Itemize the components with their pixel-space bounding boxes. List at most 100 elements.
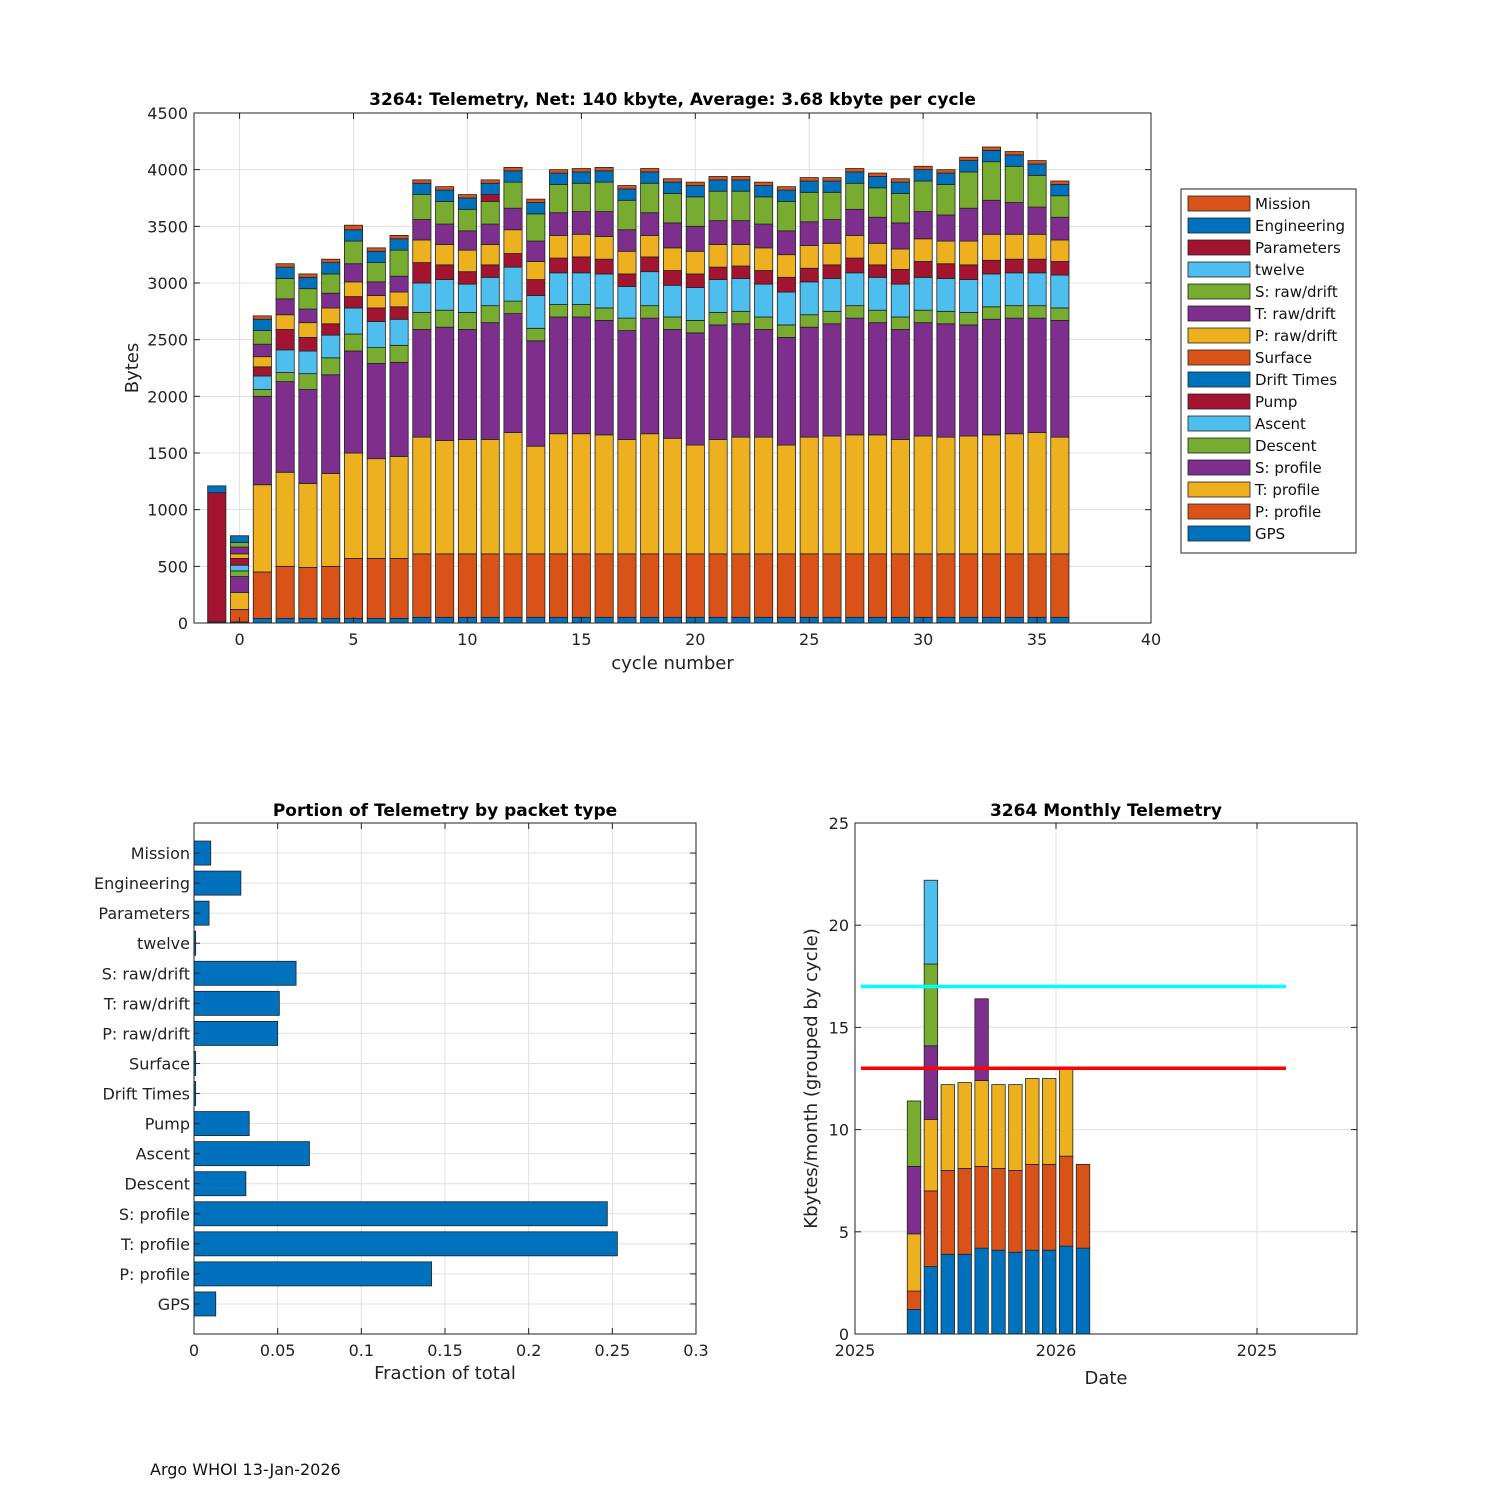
bar-segment (868, 176, 888, 189)
bar-segment (435, 244, 455, 266)
bar-segment (549, 234, 569, 259)
bar-segment (936, 183, 956, 216)
bar-segment (1004, 151, 1024, 156)
bar-segment (594, 211, 614, 237)
bar-segment (708, 244, 728, 268)
bar-segment (845, 257, 865, 274)
bar-segment (708, 616, 728, 624)
bar-segment (252, 375, 272, 390)
bar-segment (640, 433, 660, 555)
x-axis-label: Fraction of total (374, 1363, 516, 1384)
y-tick-label: 2500 (147, 331, 188, 350)
bar-segment (480, 305, 500, 324)
chart-title: 3264 Monthly Telemetry (990, 801, 1222, 821)
bar-segment (1004, 165, 1024, 203)
bar-segment (366, 281, 386, 296)
bar-segment (1050, 216, 1070, 241)
bar-segment (776, 276, 796, 293)
bar-segment (776, 200, 796, 232)
bar-segment (526, 445, 546, 555)
bar-segment (457, 312, 477, 330)
bar-segment (913, 180, 933, 213)
bar-segment (343, 307, 364, 335)
bar-segment (412, 553, 432, 618)
bar-segment (731, 553, 751, 618)
bar-segment (275, 298, 295, 316)
bar-segment (959, 156, 979, 161)
bar-segment (571, 553, 591, 618)
bar-segment (981, 149, 1002, 163)
bar-segment (890, 316, 910, 330)
bar-segment (868, 322, 888, 436)
month-bar-segment (906, 1309, 922, 1335)
bar-segment (708, 438, 728, 555)
bar-segment (959, 207, 979, 242)
bar-segment (503, 266, 523, 302)
bar-segment (503, 253, 523, 268)
month-bar-segment (974, 1080, 989, 1167)
bar-segment (913, 238, 933, 262)
bar-segment (868, 309, 888, 324)
bar-segment (731, 220, 751, 245)
legend-swatch (1187, 525, 1251, 542)
bar-segment (526, 616, 546, 624)
bar-segment (776, 616, 796, 624)
bar-segment (868, 276, 888, 311)
bar-segment (822, 278, 842, 312)
bar-segment (1050, 319, 1070, 438)
bar-segment (731, 179, 751, 192)
bar-segment (640, 317, 660, 435)
bar-segment (890, 553, 910, 618)
legend-label: twelve (1255, 261, 1305, 279)
bar-segment (868, 553, 888, 618)
bar-segment (389, 306, 409, 320)
legend-swatch (1187, 415, 1251, 432)
y-tick-label: 20 (829, 916, 849, 935)
bar-segment (981, 616, 1002, 624)
bar-segment (868, 242, 888, 266)
footer-credit: Argo WHOI 13-Jan-2026 (150, 1460, 341, 1479)
bar-segment (571, 182, 591, 212)
month-bar-segment (1025, 1163, 1040, 1251)
bar-segment (549, 183, 569, 214)
bar-segment (685, 181, 705, 186)
bar-segment (435, 186, 455, 191)
bar-segment (959, 160, 979, 173)
bar-segment (617, 285, 637, 319)
bar-segment (298, 567, 318, 619)
bar-segment (549, 433, 569, 555)
bar-segment (1027, 174, 1047, 208)
bar-segment (845, 553, 865, 618)
month-bar-segment (923, 1190, 939, 1267)
bar-segment (685, 250, 705, 275)
y-tick-label: 3000 (147, 274, 188, 293)
bar-segment (617, 273, 637, 287)
bar-segment (936, 310, 956, 325)
bar-segment (890, 329, 910, 440)
month-bar-segment (1042, 1249, 1057, 1335)
bar-segment (640, 171, 660, 184)
bar-segment (503, 616, 523, 624)
bar-segment (526, 213, 546, 242)
bar-segment (936, 169, 956, 174)
month-bar-segment (923, 879, 939, 965)
legend-label: Parameters (1255, 239, 1341, 257)
legend-label: Engineering (1255, 217, 1345, 235)
bar-segment (457, 194, 477, 199)
legend-swatch (1187, 459, 1251, 476)
y-axis-label: Kbytes/month (grouped by cycle) (801, 928, 822, 1228)
category-label: S: profile (119, 1205, 190, 1224)
bar-segment (708, 553, 728, 618)
bar-segment (776, 444, 796, 555)
bar-segment (480, 616, 500, 624)
bar-segment (230, 558, 250, 566)
bar-segment (275, 381, 295, 473)
month-bar-segment (923, 1045, 939, 1120)
bar-segment (731, 244, 751, 267)
bar-segment (754, 181, 774, 186)
bar-segment (275, 263, 295, 268)
month-bar-segment (923, 963, 939, 1047)
bar-segment (594, 307, 614, 321)
legend-swatch (1187, 371, 1251, 388)
